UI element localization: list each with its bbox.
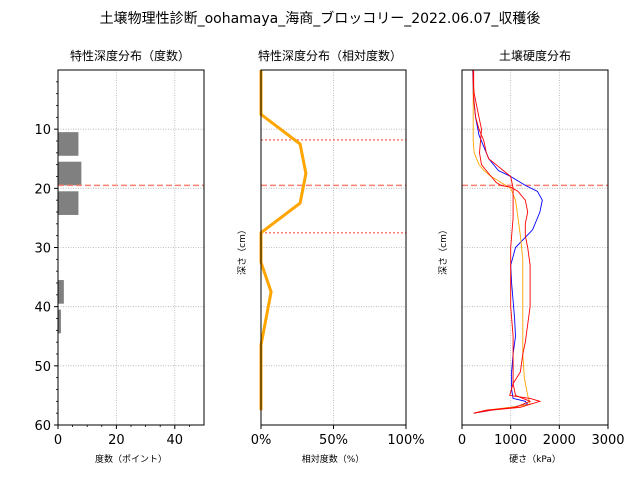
panel-relative-ticks: 0% 50% 100% [251, 425, 425, 448]
panel-frequency-title: 特性深度分布（度数） [70, 48, 190, 63]
y-tick-label: 20 [34, 182, 51, 197]
relative-frequency-line [261, 70, 306, 410]
y-tick-label: 50 [34, 360, 51, 375]
panel-hardness-marks [473, 70, 543, 413]
panel-relative-ylabel: 深さ（cm） [237, 225, 248, 275]
figure-title: 土壌物理性診断_oohamaya_海商_ブロッコリー_2022.06.07_収穫… [100, 10, 541, 27]
y-tick-label: 10 [34, 123, 51, 138]
figure: 土壌物理性診断_oohamaya_海商_ブロッコリー_2022.06.07_収穫… [0, 0, 640, 480]
frequency-bar [58, 162, 81, 186]
panel-relative-marks [261, 70, 306, 410]
panel-hardness-ticks: 0 1000 2000 3000 [458, 425, 625, 448]
panel-hardness: 土壌硬度分布 0 1000 2000 3000 硬さ（kPa） 深さ（cm） [438, 48, 625, 465]
frequency-bar [58, 191, 78, 215]
x-tick-label: 2000 [543, 433, 576, 448]
x-tick-label: 3000 [591, 433, 624, 448]
y-tick-label: 30 [34, 242, 51, 257]
panel-hardness-ylabel: 深さ（cm） [438, 225, 449, 275]
panel-relative: 特性深度分布（相対度数） 0% 50% 100% 相対度数（%） 深さ（cm） [237, 48, 425, 465]
x-tick-label: 20 [108, 433, 125, 448]
x-tick-label: 100% [387, 433, 424, 448]
panel-hardness-xlabel: 硬さ（kPa） [509, 454, 561, 465]
panel-relative-reference [261, 140, 406, 233]
frequency-bar [58, 132, 78, 156]
panel-hardness-title: 土壌硬度分布 [499, 48, 571, 63]
x-tick-label: 1000 [494, 433, 527, 448]
panel-hardness-grid [462, 70, 608, 425]
x-tick-label: 0 [458, 433, 466, 448]
panel-relative-xlabel: 相対度数（%） [302, 453, 365, 465]
panel-relative-grid [261, 70, 406, 425]
y-tick-label: 60 [34, 419, 51, 434]
x-tick-label: 50% [319, 433, 348, 448]
y-tick-label: 40 [34, 301, 51, 316]
hardness-line [473, 70, 543, 413]
panel-frequency: 特性深度分布（度数） 0 20 40 10 20 30 40 50 60 度数（ポイント） [34, 48, 204, 465]
panel-frequency-grid [58, 70, 204, 425]
frequency-bar [58, 280, 64, 304]
x-tick-label: 40 [167, 433, 184, 448]
panel-frequency-marks [58, 132, 81, 333]
x-tick-label: 0 [54, 433, 62, 448]
panel-frequency-xlabel: 度数（ポイント） [95, 453, 167, 465]
hardness-line [473, 70, 540, 413]
panel-relative-title: 特性深度分布（相対度数） [258, 48, 402, 63]
x-tick-label: 0% [251, 433, 272, 448]
